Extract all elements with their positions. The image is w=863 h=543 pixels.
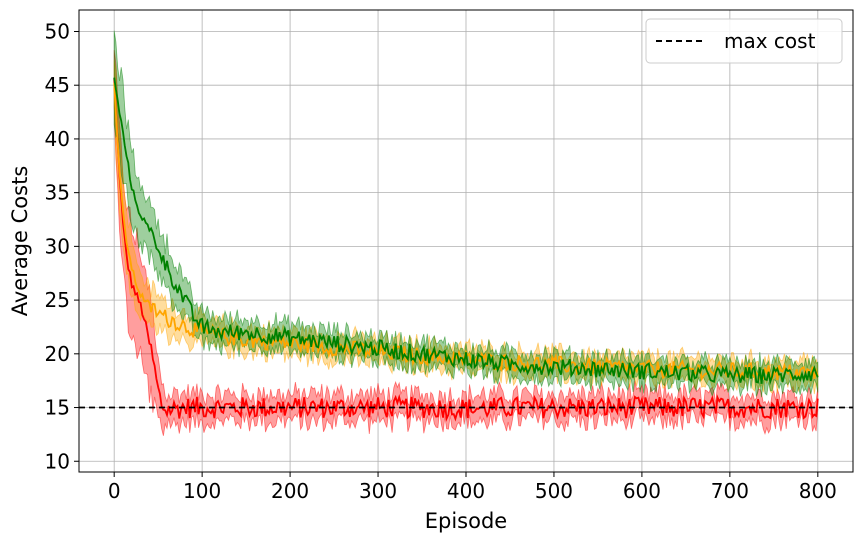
x-ticks: 0 100 200 300 400 500 600 700 800	[108, 472, 837, 503]
confidence-bands	[113, 30, 819, 436]
legend-box	[645, 18, 843, 64]
y-tick-label: 50	[45, 19, 70, 43]
legend: max cost	[645, 18, 843, 64]
x-tick-label: 0	[108, 479, 121, 503]
x-tick-label: 300	[359, 479, 397, 503]
y-tick-label: 30	[45, 234, 70, 258]
x-tick-label: 800	[799, 479, 837, 503]
series-3-band	[113, 30, 819, 398]
y-tick-label: 25	[45, 288, 70, 312]
x-axis-label: Episode	[425, 509, 507, 533]
y-tick-label: 40	[45, 127, 70, 151]
y-ticks: 10 15 20 25 30 35 40 45 50	[45, 19, 79, 473]
legend-label-max-cost: max cost	[724, 29, 816, 53]
y-axis-label: Average Costs	[8, 166, 32, 317]
series-1-line	[113, 78, 819, 422]
x-tick-label: 100	[183, 479, 221, 503]
series-1-band	[113, 49, 819, 436]
y-tick-label: 45	[45, 73, 70, 97]
x-tick-label: 200	[271, 479, 309, 503]
x-tick-label: 700	[711, 479, 749, 503]
series-3-line	[113, 77, 819, 386]
y-tick-label: 20	[45, 342, 70, 366]
y-tick-label: 10	[45, 449, 70, 473]
x-tick-label: 500	[535, 479, 573, 503]
x-tick-label: 400	[447, 479, 485, 503]
y-tick-label: 35	[45, 181, 70, 205]
series-lines	[113, 77, 819, 422]
grid	[79, 10, 853, 472]
x-tick-label: 600	[623, 479, 661, 503]
y-tick-label: 15	[45, 396, 70, 420]
